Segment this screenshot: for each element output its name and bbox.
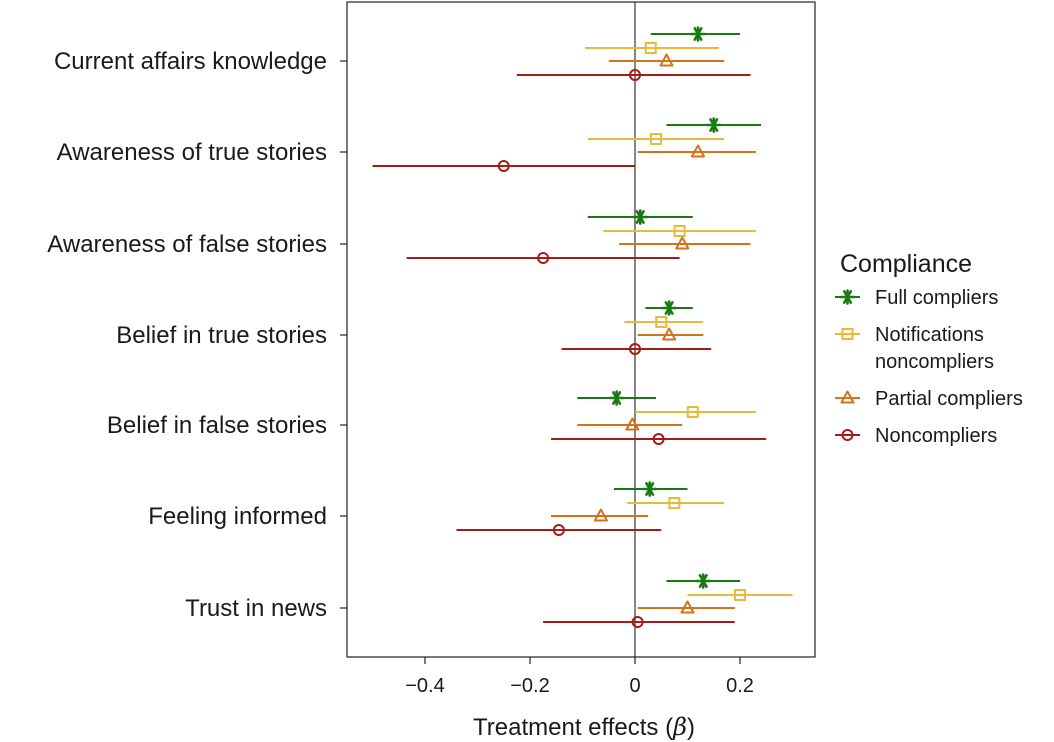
point-marker: [659, 53, 674, 67]
point-marker: [593, 508, 608, 522]
point-marker: [673, 225, 686, 237]
x-axis-title-close: ): [687, 714, 695, 741]
point-marker: [641, 481, 658, 497]
x-axis-title-symbol: β: [672, 713, 687, 741]
point-marker: [629, 69, 641, 81]
legend-item: Noncompliers: [835, 425, 997, 447]
point-marker: [668, 497, 681, 509]
legend-title: Compliance: [840, 250, 972, 278]
legend-label: noncompliers: [875, 351, 994, 373]
series-noncompliers: [372, 69, 767, 628]
point-marker: [632, 209, 649, 225]
point-marker: [662, 327, 677, 341]
plot-frame: [346, 1, 816, 658]
point-marker: [680, 600, 695, 614]
point-marker: [652, 433, 665, 445]
series-notifications-noncompliers: [585, 42, 793, 601]
series-full-compliers: [577, 26, 761, 589]
point-marker: [631, 616, 644, 628]
legend-label: Noncompliers: [875, 425, 997, 447]
category-label: Feeling informed: [148, 503, 327, 530]
x-tick-label: 0.2: [726, 675, 754, 697]
data-marks: [372, 26, 793, 628]
point-marker: [644, 42, 657, 54]
legend: Compliance Full compliers Notifications no…: [835, 250, 1023, 447]
point-marker: [537, 252, 550, 264]
point-marker: [661, 300, 677, 316]
point-marker: [552, 524, 565, 536]
category-label: Belief in false stories: [107, 412, 327, 439]
point-marker: [675, 236, 690, 250]
legend-item: Partial compliers: [835, 388, 1023, 410]
axes: −0.4 −0.2 0 0.2: [340, 1, 816, 697]
point-marker: [608, 390, 625, 406]
category-label: Awareness of true stories: [57, 139, 327, 166]
point-marker: [629, 343, 641, 355]
x-axis-title: Treatment effects (β): [473, 713, 695, 741]
point-marker: [734, 589, 746, 601]
point-marker: [690, 26, 706, 42]
series-partial-compliers: [551, 53, 756, 614]
legend-label: Partial compliers: [875, 388, 1023, 410]
category-labels: Current affairs knowledge Awareness of tr…: [47, 48, 327, 622]
point-marker: [705, 117, 722, 133]
x-tick-label: 0: [629, 675, 640, 697]
legend-marker: [840, 390, 855, 404]
point-marker: [695, 573, 712, 589]
legend-marker: [841, 429, 854, 441]
category-label: Belief in true stories: [116, 322, 327, 349]
legend-item: Notifications noncompliers: [835, 324, 994, 373]
x-tick-label: −0.4: [405, 675, 444, 697]
x-tick-label: −0.2: [510, 675, 549, 697]
point-marker: [655, 316, 668, 328]
legend-label: Notifications: [875, 324, 984, 346]
point-marker: [686, 406, 699, 418]
point-marker: [497, 160, 510, 172]
legend-label: Full compliers: [875, 287, 998, 309]
category-label: Trust in news: [185, 595, 327, 622]
legend-item: Full compliers: [835, 287, 998, 309]
category-label: Awareness of false stories: [47, 231, 327, 258]
point-marker: [650, 133, 662, 145]
point-marker: [691, 144, 705, 158]
point-marker: [625, 417, 640, 431]
category-label: Current affairs knowledge: [54, 48, 327, 75]
legend-marker: [839, 289, 856, 305]
legend-marker: [841, 328, 854, 340]
x-axis-title-text: Treatment effects (: [473, 714, 673, 741]
